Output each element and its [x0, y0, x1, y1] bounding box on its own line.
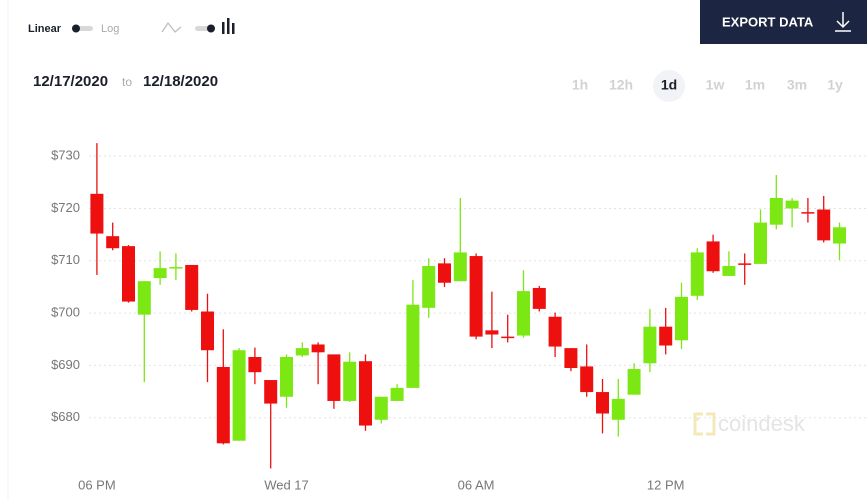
candle-body — [153, 268, 167, 279]
candle-body — [248, 357, 262, 373]
y-tick-label: $730 — [51, 148, 80, 163]
candle-body — [90, 193, 104, 234]
watermark-text: coindesk — [718, 411, 806, 436]
candle-icon[interactable] — [222, 18, 235, 34]
candle-body — [817, 209, 831, 241]
candle-body — [185, 264, 199, 310]
candle-body — [706, 241, 720, 272]
candle-body — [422, 266, 436, 308]
candle-body — [295, 348, 309, 356]
y-tick-label: $710 — [51, 252, 80, 267]
range-button[interactable]: 1d — [661, 77, 677, 93]
y-tick-label: $690 — [51, 357, 80, 372]
candle-body — [659, 326, 673, 346]
download-icon[interactable] — [835, 12, 851, 32]
candle-body — [311, 344, 325, 353]
candle-body — [722, 266, 736, 276]
candle-body — [264, 380, 278, 404]
candle-body — [406, 304, 420, 388]
candle-body — [690, 252, 704, 296]
candle-body — [548, 316, 562, 347]
candle-body — [785, 200, 799, 209]
candle-body — [343, 361, 357, 401]
candle-body — [453, 252, 467, 282]
range-button[interactable]: 12h — [609, 77, 633, 93]
candle-body — [374, 396, 388, 420]
range-button[interactable]: 1w — [706, 77, 725, 93]
candle-body — [216, 366, 230, 444]
range-button[interactable]: 1h — [572, 77, 588, 93]
range-button[interactable]: 1y — [827, 77, 843, 93]
x-tick-label: 06 PM — [78, 477, 116, 492]
y-tick-label: $680 — [51, 409, 80, 424]
y-tick-label: $700 — [51, 305, 80, 320]
candle-body — [359, 361, 372, 426]
candle-body — [501, 336, 515, 339]
candle-body — [517, 291, 530, 336]
candle-body — [169, 267, 183, 269]
candle-body — [833, 227, 846, 244]
range-button[interactable]: 3m — [787, 77, 807, 93]
toggle-knob[interactable] — [207, 24, 215, 33]
candle-body — [754, 222, 767, 264]
candle-body — [643, 326, 657, 364]
candle-body — [469, 256, 483, 337]
x-tick-label: Wed 17 — [264, 477, 309, 492]
candle-body — [738, 263, 752, 265]
x-tick-label: 06 AM — [458, 477, 495, 492]
candle-body — [201, 311, 214, 351]
export-button[interactable] — [700, 0, 867, 44]
candle-body — [596, 392, 609, 414]
candle-body — [232, 350, 246, 441]
plot: $680 $690 $700 $710 $720 $730 06 PM Wed 17 06 AM… — [51, 143, 867, 492]
candle-body — [611, 398, 625, 420]
date-separator: to — [122, 75, 132, 89]
range-button[interactable]: 1m — [745, 77, 765, 93]
candle-body — [390, 387, 404, 401]
range-buttons: 1h 12h 1d 1w 1m 3m 1y — [572, 70, 843, 102]
date-to[interactable]: 12/18/2020 — [143, 73, 218, 90]
candle-body — [532, 287, 546, 309]
range-highlight[interactable] — [653, 70, 685, 102]
candle-body — [327, 354, 341, 401]
candle-body — [122, 246, 135, 302]
line-icon[interactable] — [161, 21, 182, 33]
export-label[interactable]: EXPORT DATA — [722, 14, 814, 29]
candle-body — [280, 357, 293, 397]
candle-body — [485, 330, 499, 335]
x-tick-label: 12 PM — [647, 477, 685, 492]
scale-log[interactable]: Log — [101, 23, 119, 35]
candle-body — [438, 263, 451, 283]
candle-body — [769, 198, 783, 225]
candle-body — [106, 236, 120, 249]
candle-body — [627, 369, 641, 395]
candle-body — [564, 348, 578, 368]
y-tick-label: $720 — [51, 200, 80, 215]
candle-body — [580, 366, 594, 393]
toggle-knob[interactable] — [72, 24, 80, 33]
candle-body — [675, 296, 688, 341]
candle-body — [801, 212, 815, 214]
date-from[interactable]: 12/17/2020 — [33, 73, 108, 90]
candle-body — [137, 281, 151, 315]
scale-linear[interactable]: Linear — [28, 23, 62, 35]
watermark: coindesk — [693, 411, 806, 436]
